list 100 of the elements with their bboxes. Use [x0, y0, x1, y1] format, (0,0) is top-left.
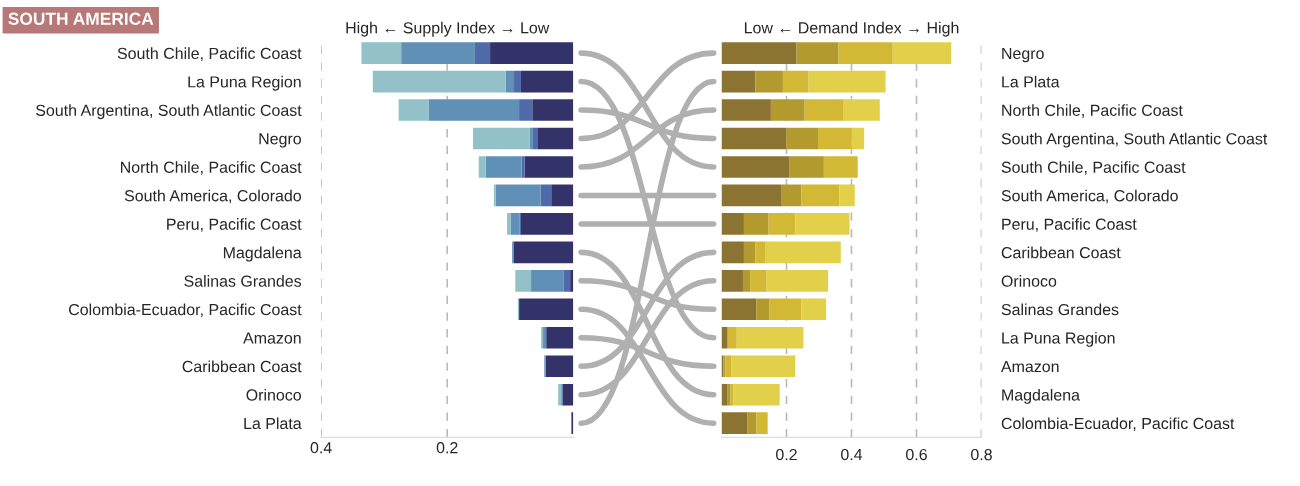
bar	[551, 184, 574, 207]
bar	[428, 99, 520, 121]
bar	[755, 70, 783, 93]
bar	[721, 156, 790, 178]
bar	[495, 184, 541, 207]
y-tick-label: Peru, Pacific Coast	[167, 218, 302, 232]
bar	[750, 270, 767, 292]
y-tick-label: La Plata	[244, 417, 302, 430]
y-tick-label: South Argentina, South Atlantic Coast	[1001, 132, 1268, 148]
bar	[514, 70, 521, 93]
bar	[789, 156, 824, 178]
bar	[725, 355, 732, 378]
bar	[519, 298, 574, 321]
bar	[743, 213, 769, 235]
bar	[562, 383, 574, 406]
bar	[510, 213, 520, 235]
x-axis-title: High ← Supply Index → Low	[346, 21, 550, 37]
bar	[721, 298, 757, 321]
y-tick-label: Magdalena	[1002, 388, 1080, 404]
bar	[786, 127, 819, 150]
bar	[795, 213, 850, 235]
y-tick-label: Orinoco	[246, 388, 301, 401]
bar	[721, 99, 771, 121]
y-tick-label: Caribbean Coast	[1001, 246, 1121, 259]
bar	[743, 241, 756, 264]
y-tick-label: Magdalena	[223, 246, 302, 262]
bar	[537, 127, 574, 150]
y-tick-label: North Chile, Pacific Coast	[121, 161, 302, 175]
y-tick-label: Caribbean Coast	[182, 360, 302, 373]
x-tick-label: 0.6	[906, 448, 927, 461]
x-axis-title: Low ← Demand Index → High	[744, 21, 959, 37]
bar	[733, 383, 780, 406]
bar	[520, 70, 574, 93]
bar	[520, 213, 574, 235]
bar	[721, 383, 728, 406]
bar	[473, 127, 530, 150]
bar	[361, 42, 402, 64]
y-tick-label: Negro	[1002, 47, 1044, 63]
y-tick-label: Salinas Grandes	[184, 275, 302, 287]
y-tick-label: South America, Colorado	[124, 189, 301, 204]
bar	[756, 298, 770, 321]
bar	[474, 42, 491, 64]
y-tick-label: Amazon	[243, 332, 301, 344]
bar	[780, 184, 802, 207]
bar	[766, 270, 829, 292]
y-tick-label: La Puna Region	[188, 75, 301, 91]
bar	[747, 412, 757, 434]
bar	[485, 156, 522, 178]
bar	[839, 184, 855, 207]
bar	[721, 326, 728, 349]
bar	[765, 241, 841, 264]
bar	[721, 241, 744, 264]
bar	[570, 270, 574, 292]
bar	[721, 127, 787, 150]
x-tick-label: 0.4	[841, 448, 863, 461]
bar	[721, 70, 756, 93]
text: SOUTH AMERICA	[8, 12, 154, 25]
bar	[721, 270, 743, 292]
y-tick-label: Colombia-Ecuador, Pacific Coast	[69, 303, 302, 318]
y-tick-label: La Plata	[1002, 75, 1060, 88]
bar	[801, 184, 840, 207]
bar	[721, 213, 744, 235]
y-tick-label: La Puna Region	[1002, 331, 1115, 347]
bar	[540, 184, 552, 207]
bar	[524, 156, 574, 178]
bar	[532, 127, 538, 150]
bar	[782, 70, 809, 93]
y-tick-label: South Chile, Pacific Coast	[117, 47, 302, 61]
bar	[770, 99, 805, 121]
bar	[478, 156, 486, 178]
bar	[808, 70, 886, 93]
bar	[529, 127, 533, 150]
bar	[768, 213, 796, 235]
bar	[755, 241, 766, 264]
bar	[515, 270, 532, 292]
bar	[769, 298, 802, 321]
bar	[892, 42, 952, 64]
bar	[401, 42, 475, 64]
y-tick-label: South Argentina, South Atlantic Coast	[36, 104, 302, 120]
bar	[507, 213, 511, 235]
y-tick-label: Colombia-Ecuador, Pacific Coast	[1001, 417, 1235, 431]
bar	[505, 70, 515, 93]
bar	[532, 99, 574, 121]
y-tick-label: Orinoco	[1001, 275, 1057, 287]
bar	[372, 70, 506, 93]
bar	[563, 270, 571, 292]
bar	[851, 127, 865, 150]
bar	[531, 270, 564, 292]
bar	[804, 99, 844, 121]
bar	[742, 270, 751, 292]
bar	[721, 412, 748, 434]
bar	[519, 99, 533, 121]
bar	[513, 241, 574, 264]
x-tick-label: 0.2	[436, 441, 458, 454]
bar	[546, 326, 574, 349]
y-tick-label: North Chile, Pacific Coast	[1002, 104, 1183, 118]
bar	[721, 184, 781, 207]
bar	[721, 42, 797, 64]
bar	[736, 326, 804, 349]
bar	[838, 42, 893, 64]
